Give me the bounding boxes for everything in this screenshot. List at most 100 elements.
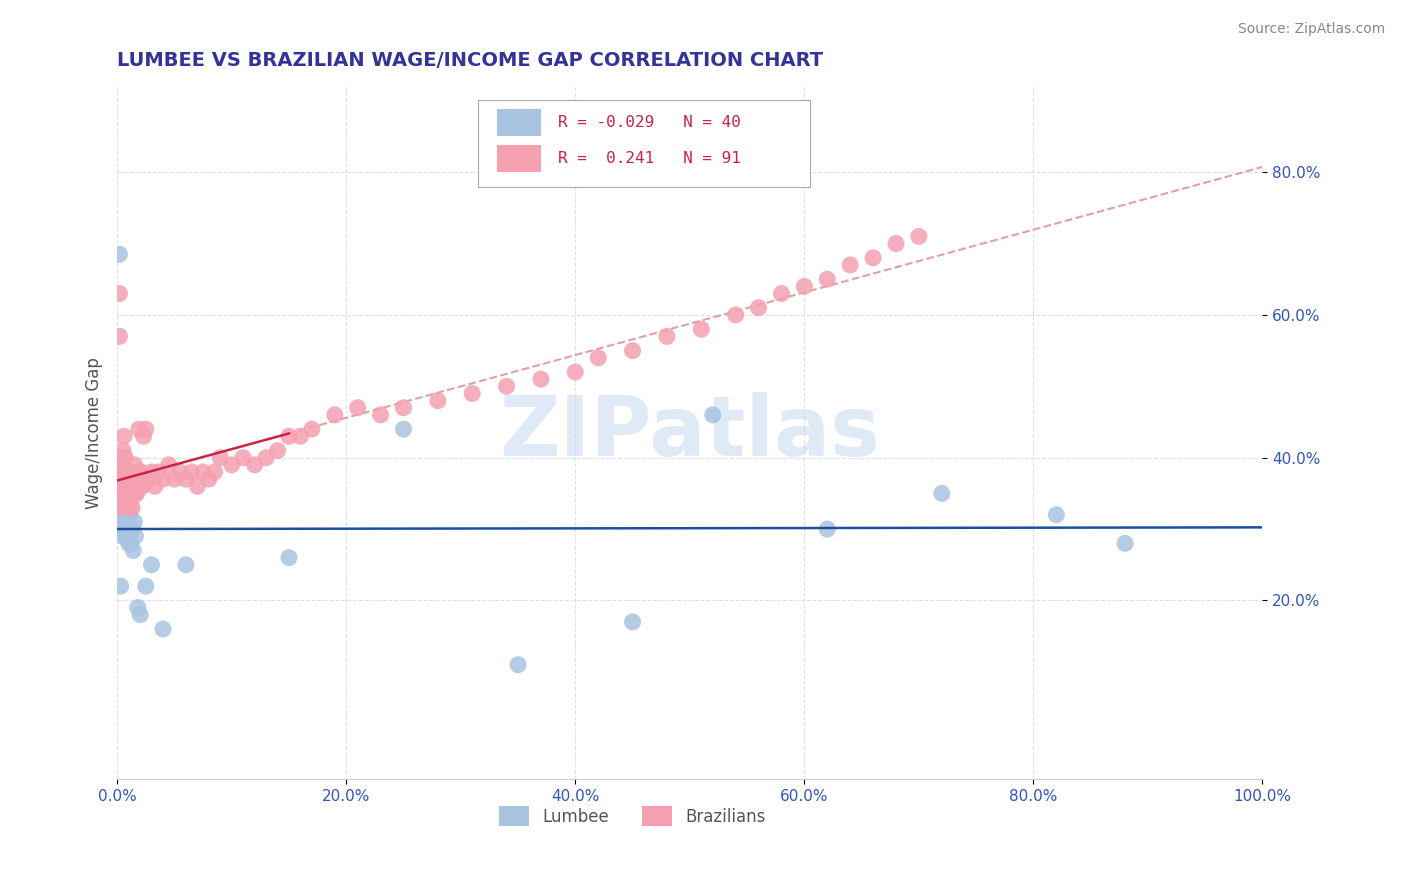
Point	[621, 615, 644, 629]
Point	[125, 479, 148, 493]
Point	[122, 543, 145, 558]
Point	[114, 479, 136, 493]
Point	[111, 486, 134, 500]
Point	[586, 351, 609, 365]
Point	[121, 479, 143, 493]
Point	[129, 479, 152, 493]
Point	[120, 472, 142, 486]
Point	[862, 251, 884, 265]
Point	[117, 536, 139, 550]
Point	[141, 465, 163, 479]
Point	[115, 479, 138, 493]
Point	[108, 247, 131, 261]
Point	[169, 465, 191, 479]
Point	[129, 607, 152, 622]
Point	[884, 236, 907, 251]
Legend: Lumbee, Brazilians: Lumbee, Brazilians	[492, 799, 773, 833]
FancyBboxPatch shape	[478, 101, 810, 187]
Point	[1045, 508, 1067, 522]
Point	[124, 486, 146, 500]
Point	[157, 458, 180, 472]
Text: LUMBEE VS BRAZILIAN WAGE/INCOME GAP CORRELATION CHART: LUMBEE VS BRAZILIAN WAGE/INCOME GAP CORR…	[117, 51, 824, 70]
Point	[174, 558, 197, 572]
Point	[118, 479, 141, 493]
Point	[186, 479, 208, 493]
Point	[122, 486, 145, 500]
Point	[111, 515, 134, 529]
Point	[114, 486, 136, 500]
Y-axis label: Wage/Income Gap: Wage/Income Gap	[86, 357, 103, 508]
Point	[136, 472, 159, 486]
Point	[117, 486, 139, 500]
Point	[370, 408, 392, 422]
Point	[110, 450, 132, 465]
Point	[254, 450, 277, 465]
Point	[174, 472, 197, 486]
Point	[111, 508, 134, 522]
Point	[392, 422, 415, 436]
Point	[111, 529, 134, 543]
Point	[124, 458, 146, 472]
Point	[564, 365, 586, 379]
Point	[815, 272, 838, 286]
Point	[112, 450, 135, 465]
Point	[114, 450, 136, 465]
Point	[323, 408, 346, 422]
Point	[180, 465, 202, 479]
Point	[621, 343, 644, 358]
Point	[117, 522, 139, 536]
Point	[815, 522, 838, 536]
Point	[655, 329, 678, 343]
Point	[346, 401, 368, 415]
Point	[121, 465, 143, 479]
Point	[908, 229, 931, 244]
Point	[143, 479, 166, 493]
Point	[118, 508, 141, 522]
Point	[117, 500, 139, 515]
Point	[163, 472, 186, 486]
Point	[506, 657, 529, 672]
Point	[111, 443, 134, 458]
Point	[290, 429, 312, 443]
Point	[124, 472, 146, 486]
Point	[148, 465, 170, 479]
Point	[114, 472, 136, 486]
Point	[120, 493, 142, 508]
Point	[461, 386, 484, 401]
Point	[108, 329, 131, 343]
Point	[117, 465, 139, 479]
Point	[132, 429, 155, 443]
Point	[152, 622, 174, 636]
Point	[107, 500, 129, 515]
Point	[117, 493, 139, 508]
Text: R =  0.241   N = 91: R = 0.241 N = 91	[558, 151, 741, 166]
Point	[117, 508, 139, 522]
Point	[128, 422, 150, 436]
Point	[278, 429, 301, 443]
Point	[118, 486, 141, 500]
Point	[122, 479, 145, 493]
Point	[107, 486, 129, 500]
Point	[690, 322, 713, 336]
Point	[204, 465, 226, 479]
Point	[114, 479, 136, 493]
Point	[110, 479, 132, 493]
Point	[115, 486, 138, 500]
FancyBboxPatch shape	[498, 145, 541, 171]
Text: R = -0.029   N = 40: R = -0.029 N = 40	[558, 115, 741, 130]
Point	[530, 372, 553, 386]
Point	[278, 550, 301, 565]
Point	[111, 500, 134, 515]
Point	[111, 472, 134, 486]
Point	[724, 308, 747, 322]
Point	[115, 465, 138, 479]
Point	[127, 465, 149, 479]
Point	[124, 472, 146, 486]
Point	[839, 258, 862, 272]
Point	[111, 458, 134, 472]
Point	[121, 522, 143, 536]
Point	[121, 500, 143, 515]
Point	[118, 529, 141, 543]
Point	[127, 600, 149, 615]
Point	[495, 379, 517, 393]
